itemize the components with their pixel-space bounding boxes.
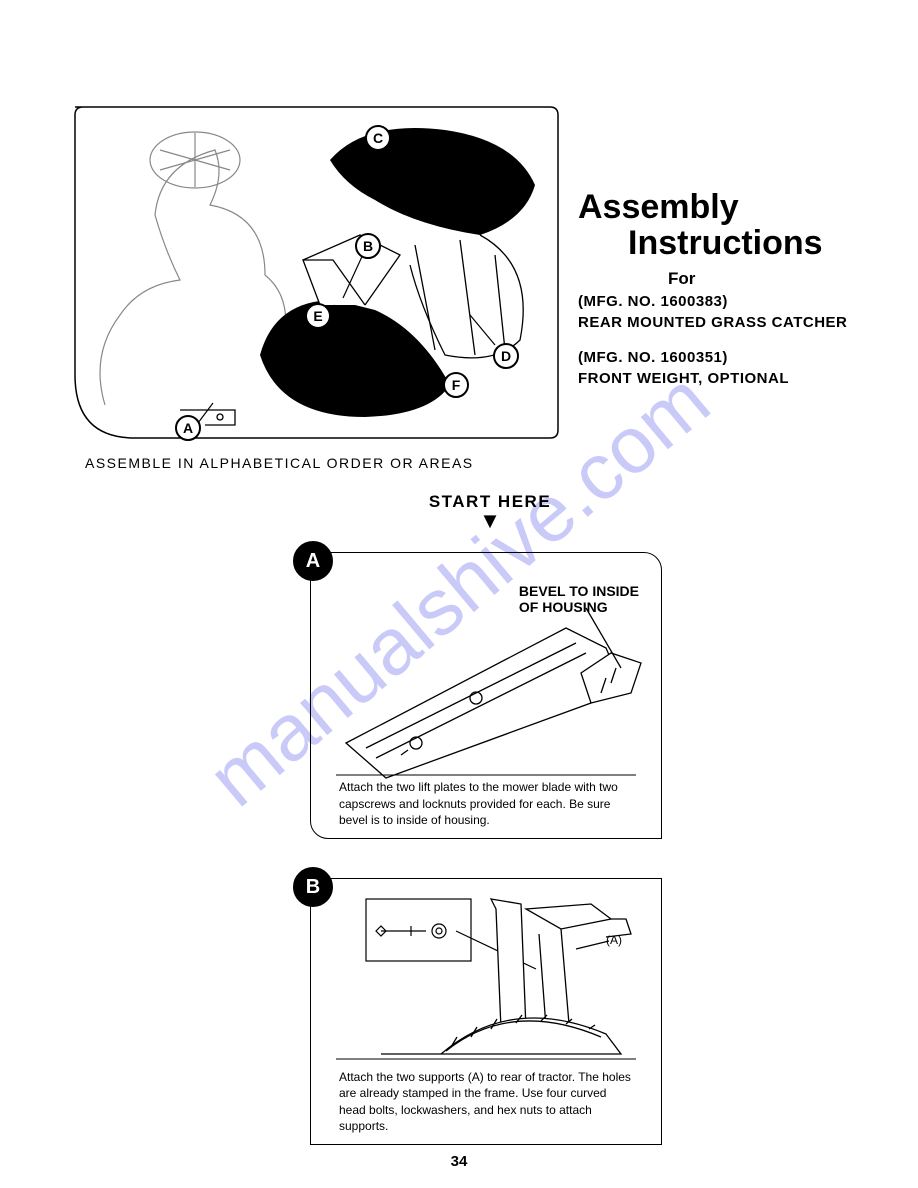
- callout-f: F: [443, 372, 469, 398]
- mfg2-desc: FRONT WEIGHT, OPTIONAL: [578, 370, 898, 387]
- callout-e: E: [305, 303, 331, 329]
- step-a-inner-label: BEVEL TO INSIDE OF HOUSING: [519, 583, 639, 615]
- fig1-hood: [330, 128, 535, 235]
- callout-b: B: [355, 233, 381, 259]
- for-label: For: [668, 269, 898, 289]
- start-here: START HERE ▼: [310, 492, 670, 530]
- title-line1: Assembly: [578, 190, 898, 226]
- callout-a: A: [175, 415, 201, 441]
- page: manualshive.com: [0, 0, 918, 1188]
- page-number: 34: [0, 1153, 918, 1170]
- mfg1-no: (MFG. NO. 1600383): [578, 293, 898, 310]
- step-b-text: Attach the two supports (A) to rear of t…: [339, 1069, 633, 1134]
- step-a-frame: A BEVEL TO INSIDE OF HOUSING Att: [310, 552, 662, 839]
- callout-d: D: [493, 343, 519, 369]
- step-a-text: Attach the two lift plates to the mower …: [339, 779, 633, 828]
- down-arrow-icon: ▼: [310, 512, 670, 530]
- callout-c: C: [365, 125, 391, 151]
- title-block: Assembly Instructions For (MFG. NO. 1600…: [578, 190, 898, 389]
- fig1-illustration: [65, 105, 560, 440]
- mfg1-desc: REAR MOUNTED GRASS CATCHER: [578, 314, 898, 331]
- fig1-caption: ASSEMBLE IN ALPHABETICAL ORDER OR AREAS: [85, 455, 474, 471]
- mfg2-no: (MFG. NO. 1600351): [578, 349, 898, 366]
- title-line2: Instructions: [628, 226, 898, 262]
- fig1-fender: [260, 300, 450, 417]
- step-b-frame: B: [310, 878, 662, 1145]
- fig1-frame: A B C D E F: [65, 105, 560, 440]
- step-b-small-label: (A): [606, 934, 622, 948]
